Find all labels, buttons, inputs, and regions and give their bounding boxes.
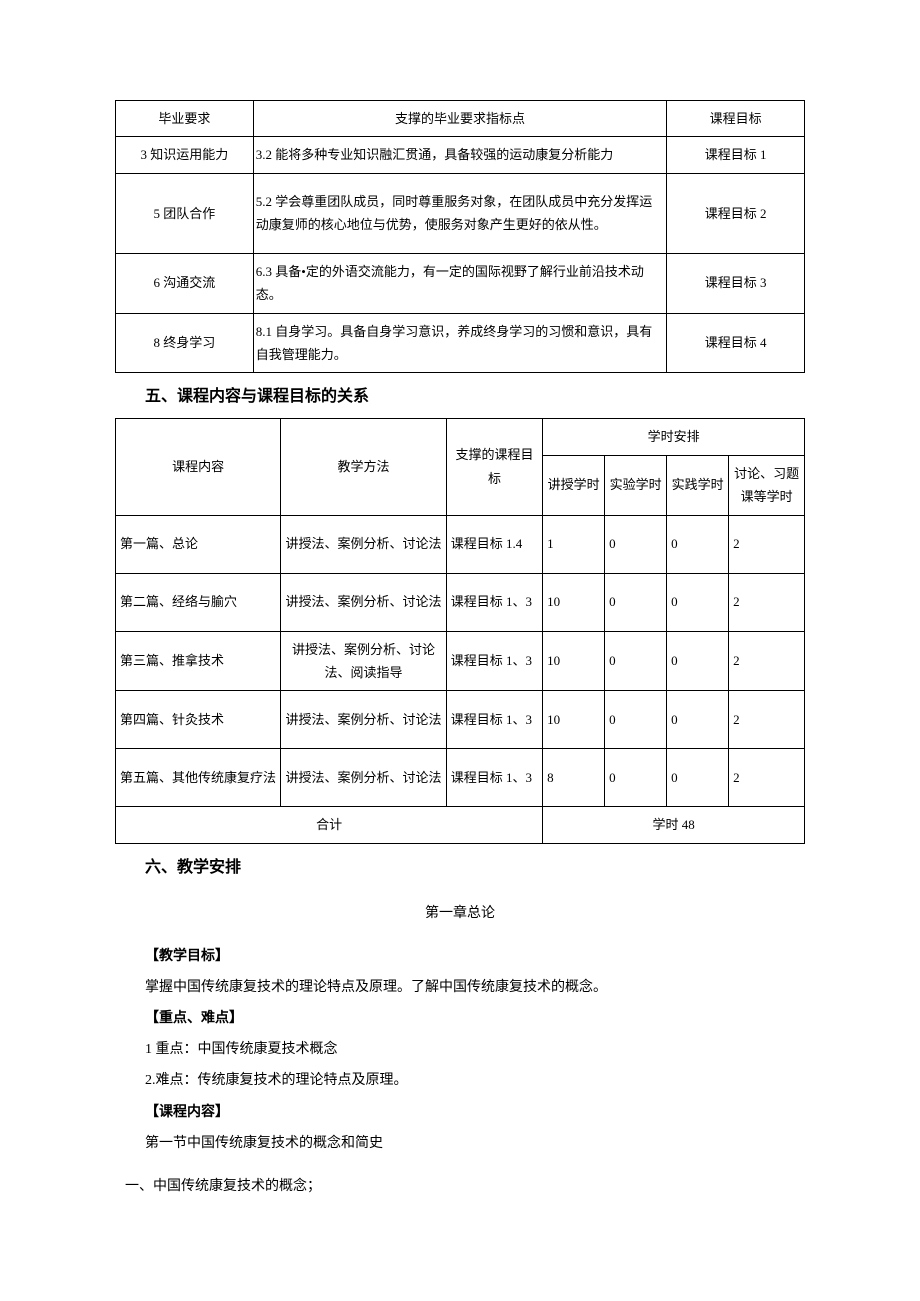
cell: 6.3 具备•定的外语交流能力，有一定的国际视野了解行业前沿技术动态。 xyxy=(253,253,666,313)
table-row: 课程内容 教学方法 支撑的课程目标 学时安排 xyxy=(116,419,805,455)
cell: 课程目标 4 xyxy=(667,313,805,373)
th-experiment: 实验学时 xyxy=(605,455,667,515)
table-row: 第二篇、经络与腧穴 讲授法、案例分析、讨论法 课程目标 1、3 10 0 0 2 xyxy=(116,573,805,631)
cell: 6 沟通交流 xyxy=(116,253,254,313)
table-course-content: 课程内容 教学方法 支撑的课程目标 学时安排 讲授学时 实验学时 实践学时 讨论… xyxy=(115,418,805,844)
cell-total-label: 合计 xyxy=(116,807,543,843)
table-graduation-requirements: 毕业要求 支撑的毕业要求指标点 课程目标 3 知识运用能力 3.2 能将多种专业… xyxy=(115,100,805,373)
cell: 0 xyxy=(667,631,729,691)
cell: 讲授法、案例分析、讨论法 xyxy=(281,515,446,573)
cell: 课程目标 2 xyxy=(667,173,805,253)
text-kp2: 2.难点：传统康复技术的理论特点及原理。 xyxy=(145,1068,805,1093)
cell: 0 xyxy=(605,631,667,691)
th-support: 支撑的课程目标 xyxy=(446,419,542,515)
cell: 讲授法、案例分析、讨论法 xyxy=(281,691,446,749)
heading-section-5: 五、课程内容与课程目标的关系 xyxy=(145,383,805,412)
th-req: 毕业要求 xyxy=(116,101,254,137)
text-goal: 掌握中国传统康复技术的理论特点及原理。了解中国传统康复技术的概念。 xyxy=(145,975,805,1000)
cell: 0 xyxy=(605,573,667,631)
subhead-teaching-goal: 【教学目标】 xyxy=(145,944,805,969)
cell: 3.2 能将多种专业知识融汇贯通，具备较强的运动康复分析能力 xyxy=(253,137,666,173)
cell: 2 xyxy=(729,573,805,631)
cell: 课程目标 1.4 xyxy=(446,515,542,573)
cell: 5.2 学会尊重团队成员，同时尊重服务对象，在团队成员中充分发挥运动康复师的核心… xyxy=(253,173,666,253)
text-section: 第一节中国传统康复技术的概念和简史 xyxy=(145,1131,805,1156)
cell: 5 团队合作 xyxy=(116,173,254,253)
text-kp1: 1 重点：中国传统康夏技术概念 xyxy=(145,1037,805,1062)
cell: 第四篇、针灸技术 xyxy=(116,691,281,749)
cell: 3 知识运用能力 xyxy=(116,137,254,173)
text-item1: 一、中国传统康复技术的概念； xyxy=(125,1174,805,1199)
cell: 课程目标 1 xyxy=(667,137,805,173)
table-row: 第五篇、其他传统康复疗法 讲授法、案例分析、讨论法 课程目标 1、3 8 0 0… xyxy=(116,749,805,807)
th-hours-group: 学时安排 xyxy=(543,419,805,455)
cell: 0 xyxy=(605,749,667,807)
heading-section-6: 六、教学安排 xyxy=(145,854,805,883)
th-method: 教学方法 xyxy=(281,419,446,515)
th-content: 课程内容 xyxy=(116,419,281,515)
cell: 0 xyxy=(667,515,729,573)
cell: 10 xyxy=(543,691,605,749)
cell: 10 xyxy=(543,573,605,631)
subhead-course-content: 【课程内容】 xyxy=(145,1100,805,1125)
cell: 2 xyxy=(729,749,805,807)
cell: 第三篇、推拿技术 xyxy=(116,631,281,691)
cell: 0 xyxy=(667,573,729,631)
cell: 课程目标 3 xyxy=(667,253,805,313)
table-row: 毕业要求 支撑的毕业要求指标点 课程目标 xyxy=(116,101,805,137)
subhead-keypoint: 【重点、难点】 xyxy=(145,1006,805,1031)
cell: 第二篇、经络与腧穴 xyxy=(116,573,281,631)
th-practice: 实践学时 xyxy=(667,455,729,515)
cell: 8 终身学习 xyxy=(116,313,254,373)
cell: 2 xyxy=(729,515,805,573)
cell: 讲授法、案例分析、讨论法、阅读指导 xyxy=(281,631,446,691)
cell: 0 xyxy=(667,749,729,807)
table-row: 3 知识运用能力 3.2 能将多种专业知识融汇贯通，具备较强的运动康复分析能力 … xyxy=(116,137,805,173)
th-indicator: 支撑的毕业要求指标点 xyxy=(253,101,666,137)
cell: 第一篇、总论 xyxy=(116,515,281,573)
cell: 0 xyxy=(605,691,667,749)
cell: 10 xyxy=(543,631,605,691)
cell: 课程目标 1、3 xyxy=(446,749,542,807)
cell: 0 xyxy=(667,691,729,749)
cell: 0 xyxy=(605,515,667,573)
th-goal: 课程目标 xyxy=(667,101,805,137)
table-row: 6 沟通交流 6.3 具备•定的外语交流能力，有一定的国际视野了解行业前沿技术动… xyxy=(116,253,805,313)
cell-total-value: 学时 48 xyxy=(543,807,805,843)
cell: 1 xyxy=(543,515,605,573)
cell: 课程目标 1、3 xyxy=(446,631,542,691)
cell: 第五篇、其他传统康复疗法 xyxy=(116,749,281,807)
cell: 2 xyxy=(729,631,805,691)
cell: 讲授法、案例分析、讨论法 xyxy=(281,749,446,807)
table-row: 第四篇、针灸技术 讲授法、案例分析、讨论法 课程目标 1、3 10 0 0 2 xyxy=(116,691,805,749)
table-row: 5 团队合作 5.2 学会尊重团队成员，同时尊重服务对象，在团队成员中充分发挥运… xyxy=(116,173,805,253)
table-row: 第三篇、推拿技术 讲授法、案例分析、讨论法、阅读指导 课程目标 1、3 10 0… xyxy=(116,631,805,691)
table-row: 8 终身学习 8.1 自身学习。具备自身学习意识，养成终身学习的习惯和意识，具有… xyxy=(116,313,805,373)
th-lecture: 讲授学时 xyxy=(543,455,605,515)
table-row: 合计 学时 48 xyxy=(116,807,805,843)
cell: 讲授法、案例分析、讨论法 xyxy=(281,573,446,631)
th-discuss: 讨论、习题课等学时 xyxy=(729,455,805,515)
cell: 2 xyxy=(729,691,805,749)
cell: 8 xyxy=(543,749,605,807)
cell: 课程目标 1、3 xyxy=(446,573,542,631)
cell: 8.1 自身学习。具备自身学习意识，养成终身学习的习惯和意识，具有自我管理能力。 xyxy=(253,313,666,373)
table-row: 第一篇、总论 讲授法、案例分析、讨论法 课程目标 1.4 1 0 0 2 xyxy=(116,515,805,573)
cell: 课程目标 1、3 xyxy=(446,691,542,749)
chapter-title: 第一章总论 xyxy=(115,901,805,926)
